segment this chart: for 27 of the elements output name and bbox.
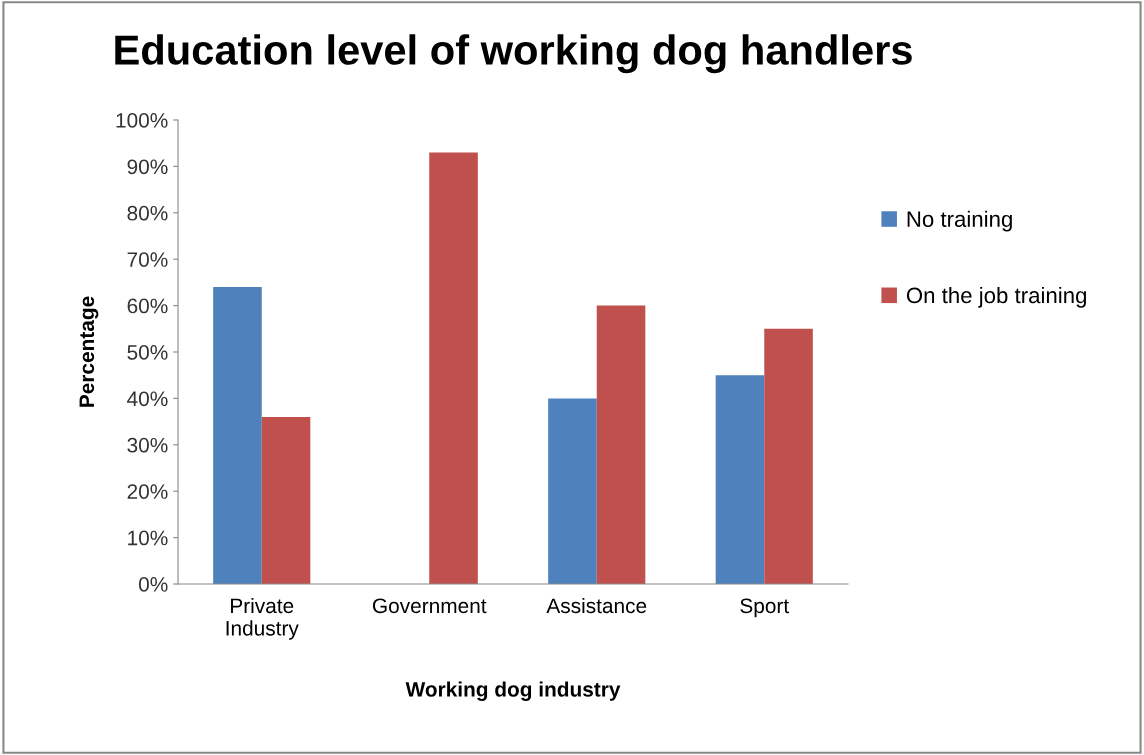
y-tick-label: 60% [127,298,168,314]
y-tick-label: 40% [127,391,168,407]
legend-label: On the job training [906,286,1087,308]
y-tick-label: 30% [127,437,168,453]
y-tick-label: 90% [127,159,168,175]
x-axis-title: Working dog industry [405,681,621,701]
y-tick-label: 70% [127,252,168,267]
y-tick-label: 20% [127,484,168,499]
y-tick-label: 100% [116,113,168,128]
y-tick-label: 80% [127,205,168,221]
x-tick-label: Government [372,598,487,614]
y-tick-label: 50% [127,345,168,360]
x-tick-label: Assistance [546,597,647,614]
bar [715,375,765,584]
bar [429,152,478,584]
x-tick-label: Sport [740,598,789,618]
bar [764,328,813,584]
bar [548,398,597,584]
y-axis-title: Percentage [79,296,99,407]
legend-label: No training [907,210,1012,232]
y-tick-label: 10% [128,530,168,546]
bar [261,416,311,584]
x-tick-label: Private Industry [226,597,299,640]
bar [596,305,646,584]
y-tick-label: 0% [138,577,168,592]
bar [213,287,262,584]
chart-title: Education level of working dog handlers [115,34,912,74]
